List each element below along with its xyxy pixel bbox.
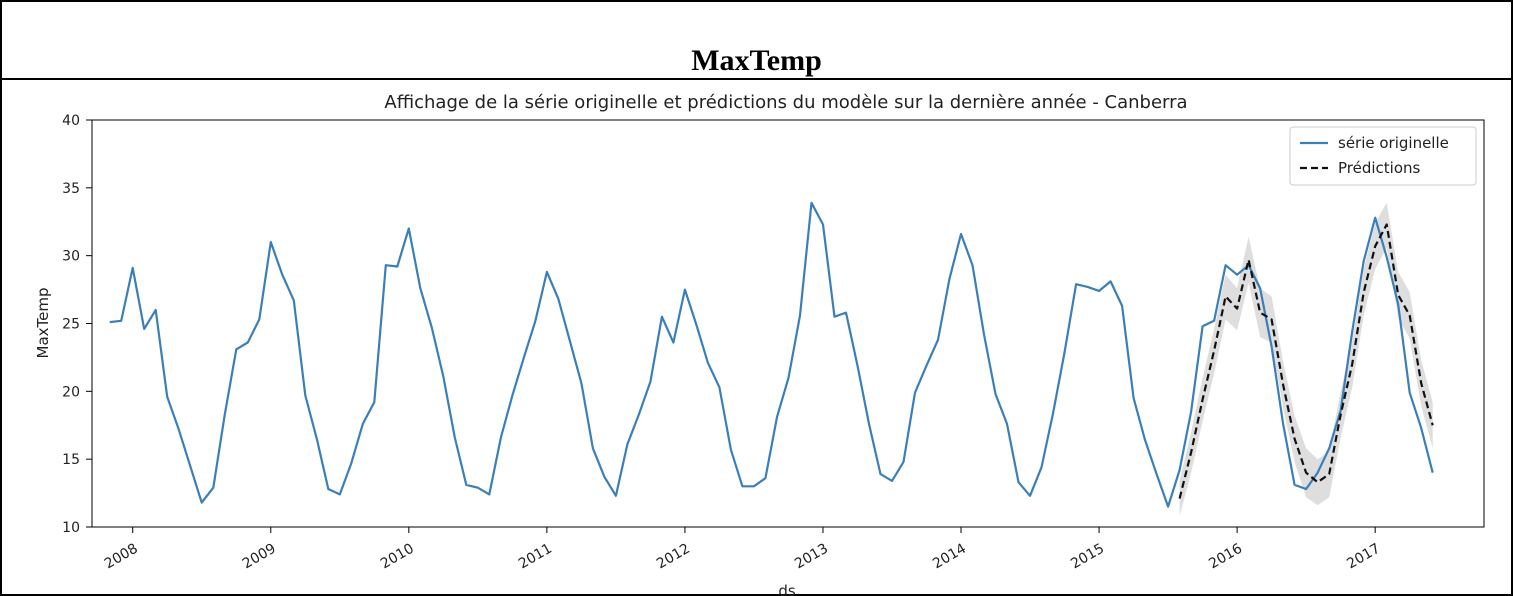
plot-area: 10 15 20 25 30 35 40 2008 2009 2010 2011 2012 2013 20… — [62, 113, 1485, 573]
x-axis-label: ds — [778, 582, 796, 596]
x-tick-label: 2016 — [1206, 541, 1245, 573]
y-tick-label: 15 — [62, 452, 80, 468]
legend: série originelle Prédictions — [1289, 126, 1477, 186]
y-tick-label: 10 — [62, 520, 80, 536]
y-tick-label: 35 — [62, 181, 80, 197]
y-tick-label: 40 — [62, 113, 80, 129]
prediction-interval-band — [1179, 202, 1433, 517]
x-tick-label: 2010 — [378, 541, 417, 573]
x-tick-label: 2014 — [930, 541, 969, 573]
x-tick-label: 2015 — [1068, 541, 1107, 573]
y-tick-label: 25 — [62, 317, 80, 333]
y-tick-label: 20 — [62, 384, 80, 400]
section-title: MaxTemp — [691, 44, 822, 77]
legend-label: série originelle — [1338, 134, 1449, 152]
x-tick-label: 2011 — [516, 541, 555, 573]
x-tick-label: 2009 — [240, 541, 279, 573]
chart-title: Affichage de la série originelle et préd… — [384, 92, 1187, 113]
x-tick-label: 2013 — [792, 541, 831, 573]
legend-box — [1289, 126, 1477, 186]
series-line-predictions — [1178, 223, 1434, 499]
y-tick-label: 30 — [62, 249, 80, 265]
x-tick-label: 2008 — [102, 541, 141, 573]
legend-label: Prédictions — [1338, 159, 1421, 177]
y-axis-label: MaxTemp — [34, 288, 52, 359]
section-header: MaxTemp — [2, 2, 1511, 80]
series-line-original — [109, 201, 1434, 508]
x-tick-label: 2017 — [1344, 541, 1383, 573]
x-tick-label: 2012 — [654, 541, 693, 573]
